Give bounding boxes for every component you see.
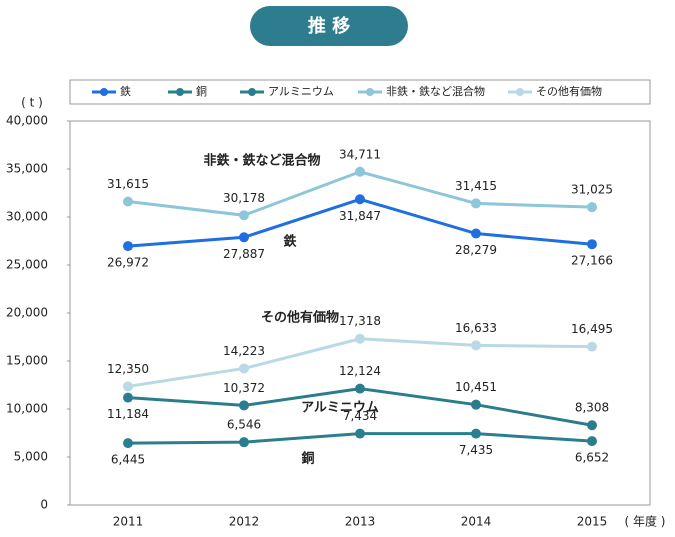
y-tick-label: 30,000: [6, 210, 48, 224]
data-label: 10,451: [455, 380, 497, 394]
data-label: 31,615: [107, 177, 149, 191]
data-point: [355, 194, 365, 205]
data-label: 31,847: [339, 209, 381, 223]
x-tick-label: 2015: [577, 515, 608, 529]
data-label: 28,279: [455, 243, 497, 257]
data-point: [239, 400, 249, 411]
y-tick-label: 5,000: [14, 450, 48, 464]
y-tick-label: 0: [40, 498, 48, 512]
x-tick-label: 2013: [345, 515, 376, 529]
x-tick-label: 2014: [461, 515, 492, 529]
legend-box: [69, 79, 651, 105]
series-annotation: 鉄: [283, 234, 296, 250]
data-point: [239, 232, 249, 243]
chart-title: 推 移: [308, 15, 350, 37]
data-point: [355, 383, 365, 394]
legend-label: 非鉄・鉄など混合物: [386, 84, 485, 98]
data-label: 27,166: [571, 254, 613, 268]
data-label: 10,372: [223, 381, 265, 395]
data-label: 27,887: [223, 247, 265, 261]
data-label: 31,025: [571, 183, 613, 197]
data-point: [471, 399, 481, 410]
y-tick-label: 40,000: [6, 114, 48, 128]
series-annotation: アルミニウム: [301, 401, 379, 416]
data-label: 16,495: [571, 322, 613, 336]
data-point: [355, 333, 365, 344]
data-label: 17,318: [339, 314, 381, 328]
data-label: 31,415: [455, 179, 497, 193]
data-point: [587, 239, 597, 250]
data-point: [587, 436, 597, 447]
data-label: 12,124: [339, 364, 381, 378]
plot-border: [69, 120, 651, 506]
legend-marker: [366, 88, 374, 96]
data-point: [123, 392, 133, 403]
title-pill: [250, 6, 408, 46]
data-point: [587, 420, 597, 431]
y-tick-label: 35,000: [6, 162, 48, 176]
x-tick-label: 2011: [113, 515, 144, 529]
data-label: 30,178: [223, 191, 265, 205]
data-point: [471, 198, 481, 209]
data-point: [587, 341, 597, 352]
y-tick-label: 10,000: [6, 402, 48, 416]
data-point: [355, 428, 365, 439]
series-annotation: 非鉄・鉄など混合物: [203, 153, 320, 169]
series-line: [127, 337, 593, 388]
data-label: 16,633: [455, 321, 497, 335]
data-point: [239, 437, 249, 448]
data-point: [471, 340, 481, 351]
data-point: [123, 381, 133, 392]
legend-label: 銅: [196, 84, 207, 98]
y-unit: ( t ): [21, 96, 43, 110]
legend-marker: [176, 88, 184, 96]
data-label: 26,972: [107, 256, 149, 270]
legend-marker: [100, 88, 108, 96]
y-tick-label: 20,000: [6, 306, 48, 320]
data-point: [355, 166, 365, 177]
x-tick-label: 2012: [229, 515, 260, 529]
legend-label: 鉄: [120, 84, 131, 98]
x-unit: ( 年度 ): [625, 514, 666, 529]
legend-marker: [248, 88, 256, 96]
data-label: 7,435: [459, 443, 493, 457]
data-point: [123, 241, 133, 252]
data-label: 7,434: [343, 409, 377, 423]
series-annotation: その他有価物: [261, 310, 339, 326]
data-point: [587, 202, 597, 213]
data-point: [471, 428, 481, 439]
data-point: [239, 363, 249, 374]
data-label: 11,184: [107, 407, 149, 421]
data-point: [471, 228, 481, 239]
legend-label: その他有価物: [536, 84, 602, 98]
series-annotation: 銅: [301, 451, 314, 467]
data-point: [123, 438, 133, 449]
data-label: 6,546: [227, 418, 261, 432]
data-label: 14,223: [223, 344, 265, 358]
data-label: 34,711: [339, 147, 381, 161]
y-tick-label: 25,000: [6, 258, 48, 272]
data-label: 6,445: [111, 453, 145, 467]
data-label: 8,308: [575, 401, 609, 415]
y-tick-label: 15,000: [6, 354, 48, 368]
data-label: 12,350: [107, 362, 149, 376]
legend-label: アルミニウム: [268, 85, 334, 98]
legend-marker: [516, 88, 524, 96]
data-label: 6,652: [575, 451, 609, 465]
data-point: [123, 196, 133, 207]
data-point: [239, 210, 249, 221]
